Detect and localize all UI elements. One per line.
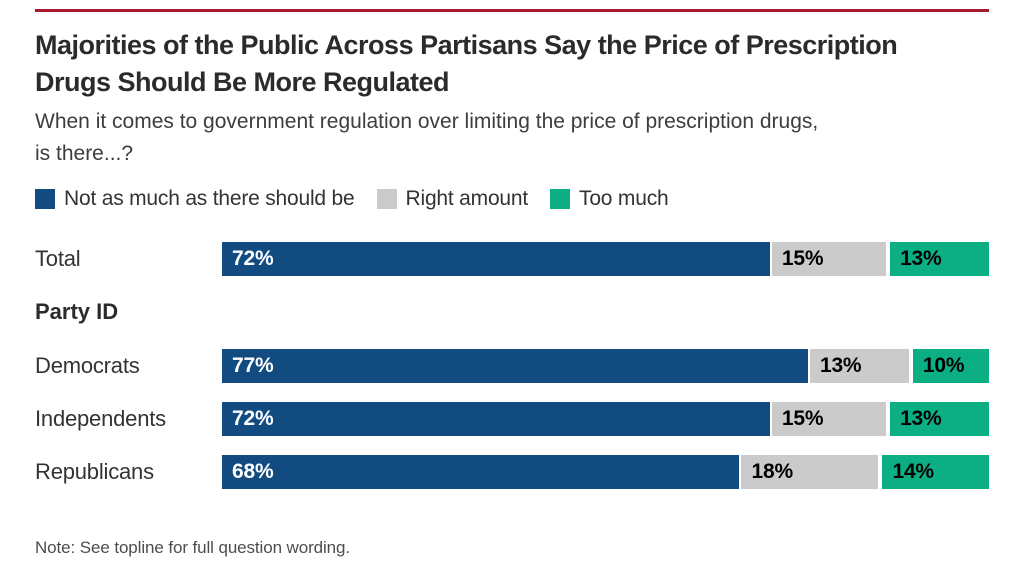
bar-value-label: 15%: [781, 247, 824, 270]
bar-row-republicans: Republicans 68% 18% 14%: [35, 455, 990, 489]
bar-value-label: 77%: [232, 354, 274, 377]
bar-segment-right-amount: 13%: [809, 349, 909, 383]
chart-title-line-1: Majorities of the Public Across Partisan…: [35, 30, 898, 60]
bar-segment-not-as-much-as-there-should-be: 72%: [222, 242, 770, 276]
note-text: Note: See topline for full question word…: [35, 538, 351, 557]
row-label: Democrats: [35, 353, 140, 378]
legend-swatch-too-much: [550, 189, 571, 209]
bar-value-label: 18%: [751, 460, 793, 483]
legend: Not as much as there should be Right amou…: [35, 187, 989, 211]
chart-rows: Total 72% 15% 13% Party ID Democrats 77% 13% 10%…: [35, 242, 990, 489]
bar-segment-too-much: 13%: [890, 242, 990, 276]
bar-track: 68% 18% 14%: [222, 455, 990, 489]
bar-segment-right-amount: 15%: [771, 242, 887, 276]
chart-title: Majorities of the Public Across Partisan…: [35, 27, 989, 101]
bar-segment-not-as-much-as-there-should-be: 68%: [222, 455, 740, 489]
chart-subtitle: When it comes to government regulation o…: [35, 106, 989, 170]
bar-value-label: 13%: [900, 247, 942, 270]
legend-item-right-amount: Right amount: [376, 187, 529, 211]
bar-value-label: 10%: [922, 354, 965, 377]
legend-item-too-much: Too much: [550, 187, 669, 211]
bar-track: 77% 13% 10%: [222, 349, 989, 383]
bar-value-label: 13%: [819, 354, 862, 377]
bar-value-label: 68%: [232, 460, 274, 483]
bar-track: 72% 15% 13%: [222, 402, 990, 436]
legend-label: Right amount: [405, 187, 529, 210]
bar-row-democrats: Democrats 77% 13% 10%: [35, 349, 989, 383]
legend-swatch-right-amount: [376, 189, 397, 209]
bar-value-label: 14%: [892, 460, 934, 483]
bar-track: 72% 15% 13%: [222, 242, 990, 276]
bar-value-label: 15%: [781, 407, 824, 430]
bar-segment-right-amount: 15%: [771, 402, 887, 436]
legend-label: Too much: [579, 187, 669, 210]
bar-segment-not-as-much-as-there-should-be: 72%: [222, 402, 770, 436]
chart-subtitle-line-1: When it comes to government regulation o…: [35, 110, 819, 133]
legend-label: Not as much as there should be: [64, 187, 355, 210]
bar-segment-too-much: 13%: [890, 402, 990, 436]
row-label: Independents: [35, 406, 166, 431]
legend-item-not-as-much-as-there-should-be: Not as much as there should be: [35, 187, 355, 211]
row-label: Republicans: [35, 459, 154, 484]
chart-subtitle-line-2: is there...?: [35, 142, 134, 165]
bar-segment-too-much: 14%: [882, 455, 990, 489]
bar-segment-right-amount: 18%: [741, 455, 879, 489]
row-label: Total: [35, 246, 81, 271]
section-header-party-id: Party ID: [35, 299, 119, 324]
bar-segment-not-as-much-as-there-should-be: 77%: [222, 349, 808, 383]
bar-value-label: 72%: [232, 247, 274, 270]
bar-segment-too-much: 10%: [912, 349, 989, 383]
accent-rule: [35, 9, 989, 12]
bar-value-label: 13%: [900, 407, 942, 430]
chart-title-line-2: Drugs Should Be More Regulated: [35, 67, 450, 97]
legend-swatch-not-as-much-as-there-should-be: [35, 189, 55, 209]
bar-row-independents: Independents 72% 15% 13%: [35, 402, 990, 436]
bar-value-label: 72%: [232, 407, 274, 430]
bar-row-total: Total 72% 15% 13%: [35, 242, 990, 276]
